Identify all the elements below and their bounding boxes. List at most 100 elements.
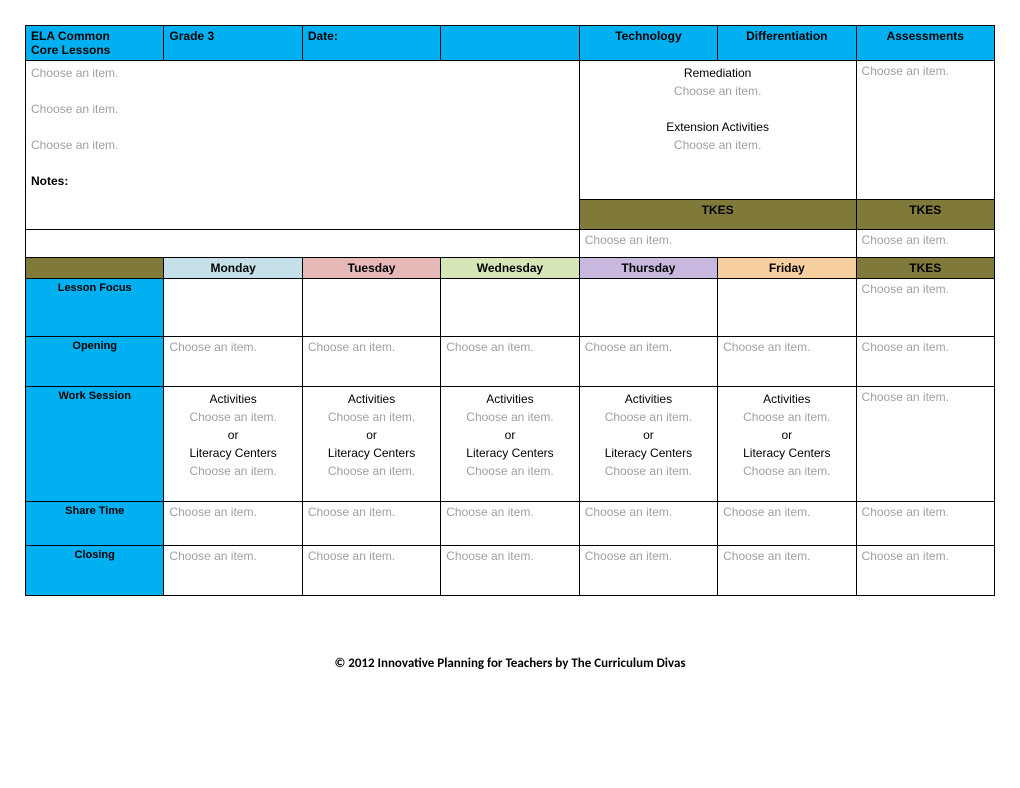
work-tkes[interactable]: Choose an item. xyxy=(856,387,994,502)
work-mon-choose2[interactable]: Choose an item. xyxy=(169,462,296,480)
work-thu-activities: Activities xyxy=(585,390,712,408)
header-title: ELA Common Core Lessons xyxy=(26,26,164,61)
assessments-choose[interactable]: Choose an item. xyxy=(862,64,949,78)
share-fri-text: Choose an item. xyxy=(723,505,810,519)
work-tue[interactable]: Activities Choose an item. or Literacy C… xyxy=(302,387,440,502)
header-technology: Technology xyxy=(579,26,717,61)
closing-mon[interactable]: Choose an item. xyxy=(164,546,302,596)
share-tue-text: Choose an item. xyxy=(308,505,395,519)
day-wednesday: Wednesday xyxy=(441,258,579,279)
standards-choose-1[interactable]: Choose an item. xyxy=(31,64,574,82)
header-differentiation: Differentiation xyxy=(718,26,856,61)
closing-tkes[interactable]: Choose an item. xyxy=(856,546,994,596)
day-monday: Monday xyxy=(164,258,302,279)
opening-fri[interactable]: Choose an item. xyxy=(718,337,856,387)
tkes-header-2: TKES xyxy=(856,199,994,229)
share-tkes[interactable]: Choose an item. xyxy=(856,502,994,546)
work-wed-choose1[interactable]: Choose an item. xyxy=(446,408,573,426)
work-fri-choose1[interactable]: Choose an item. xyxy=(723,408,850,426)
opening-thu[interactable]: Choose an item. xyxy=(579,337,717,387)
remediation-choose[interactable]: Choose an item. xyxy=(585,82,851,100)
standards-choose-3[interactable]: Choose an item. xyxy=(31,136,574,154)
share-tkes-text: Choose an item. xyxy=(862,505,949,519)
lesson-focus-fri[interactable] xyxy=(718,279,856,337)
work-wed-or: or xyxy=(446,426,573,444)
share-thu[interactable]: Choose an item. xyxy=(579,502,717,546)
work-wed[interactable]: Activities Choose an item. or Literacy C… xyxy=(441,387,579,502)
share-wed[interactable]: Choose an item. xyxy=(441,502,579,546)
work-tue-or: or xyxy=(308,426,435,444)
standards-area[interactable]: Choose an item. Choose an item. Choose a… xyxy=(26,61,580,230)
closing-thu[interactable]: Choose an item. xyxy=(579,546,717,596)
lesson-focus-tue[interactable] xyxy=(302,279,440,337)
header-title-line2: Core Lessons xyxy=(31,43,158,57)
share-tue[interactable]: Choose an item. xyxy=(302,502,440,546)
work-mon-lc: Literacy Centers xyxy=(169,444,296,462)
lesson-focus-mon[interactable] xyxy=(164,279,302,337)
work-tkes-text: Choose an item. xyxy=(862,390,949,404)
header-date-label: Date: xyxy=(302,26,440,61)
opening-fri-text: Choose an item. xyxy=(723,340,810,354)
work-wed-lc: Literacy Centers xyxy=(446,444,573,462)
closing-fri[interactable]: Choose an item. xyxy=(718,546,856,596)
day-blank xyxy=(26,258,164,279)
lesson-plan-table: ELA Common Core Lessons Grade 3 Date: Te… xyxy=(25,25,995,596)
work-wed-choose2[interactable]: Choose an item. xyxy=(446,462,573,480)
work-thu-choose2[interactable]: Choose an item. xyxy=(585,462,712,480)
work-thu-or: or xyxy=(585,426,712,444)
differentiation-area[interactable]: Remediation Choose an item. Extension Ac… xyxy=(579,61,856,200)
lesson-focus-tkes[interactable]: Choose an item. xyxy=(856,279,994,337)
closing-wed[interactable]: Choose an item. xyxy=(441,546,579,596)
closing-tue[interactable]: Choose an item. xyxy=(302,546,440,596)
assessments-area[interactable]: Choose an item. xyxy=(856,61,994,200)
opening-tkes[interactable]: Choose an item. xyxy=(856,337,994,387)
row-work-session: Work Session xyxy=(26,387,164,502)
opening-tue[interactable]: Choose an item. xyxy=(302,337,440,387)
work-thu-choose1[interactable]: Choose an item. xyxy=(585,408,712,426)
work-tue-choose1[interactable]: Choose an item. xyxy=(308,408,435,426)
standards-choose-2[interactable]: Choose an item. xyxy=(31,100,574,118)
opening-thu-text: Choose an item. xyxy=(585,340,672,354)
notes-label: Notes: xyxy=(31,172,574,190)
header-assessments: Assessments xyxy=(856,26,994,61)
opening-tkes-text: Choose an item. xyxy=(862,340,949,354)
work-mon-activities: Activities xyxy=(169,390,296,408)
closing-fri-text: Choose an item. xyxy=(723,549,810,563)
work-fri-activities: Activities xyxy=(723,390,850,408)
share-fri[interactable]: Choose an item. xyxy=(718,502,856,546)
opening-wed[interactable]: Choose an item. xyxy=(441,337,579,387)
row-share-time: Share Time xyxy=(26,502,164,546)
tkes-header-1: TKES xyxy=(579,199,856,229)
closing-tue-text: Choose an item. xyxy=(308,549,395,563)
header-grade: Grade 3 xyxy=(164,26,302,61)
opening-wed-text: Choose an item. xyxy=(446,340,533,354)
lesson-focus-thu[interactable] xyxy=(579,279,717,337)
row-opening: Opening xyxy=(26,337,164,387)
header-title-line1: ELA Common xyxy=(31,29,158,43)
closing-wed-text: Choose an item. xyxy=(446,549,533,563)
work-fri[interactable]: Activities Choose an item. or Literacy C… xyxy=(718,387,856,502)
closing-mon-text: Choose an item. xyxy=(169,549,256,563)
tkes-choose-2-text: Choose an item. xyxy=(862,233,949,247)
extension-choose[interactable]: Choose an item. xyxy=(585,136,851,154)
opening-tue-text: Choose an item. xyxy=(308,340,395,354)
header-date-value[interactable] xyxy=(441,26,579,61)
work-tue-lc: Literacy Centers xyxy=(308,444,435,462)
work-mon-choose1[interactable]: Choose an item. xyxy=(169,408,296,426)
standards-extra xyxy=(26,230,580,258)
tkes-choose-2[interactable]: Choose an item. xyxy=(856,230,994,258)
work-wed-activities: Activities xyxy=(446,390,573,408)
footer-copyright: © 2012 Innovative Planning for Teachers … xyxy=(25,656,995,671)
tkes-choose-1-text: Choose an item. xyxy=(585,233,672,247)
work-thu[interactable]: Activities Choose an item. or Literacy C… xyxy=(579,387,717,502)
share-mon[interactable]: Choose an item. xyxy=(164,502,302,546)
day-tuesday: Tuesday xyxy=(302,258,440,279)
work-fri-choose2[interactable]: Choose an item. xyxy=(723,462,850,480)
tkes-choose-1[interactable]: Choose an item. xyxy=(579,230,856,258)
opening-mon-text: Choose an item. xyxy=(169,340,256,354)
day-tkes: TKES xyxy=(856,258,994,279)
lesson-focus-wed[interactable] xyxy=(441,279,579,337)
work-mon[interactable]: Activities Choose an item. or Literacy C… xyxy=(164,387,302,502)
opening-mon[interactable]: Choose an item. xyxy=(164,337,302,387)
work-tue-choose2[interactable]: Choose an item. xyxy=(308,462,435,480)
